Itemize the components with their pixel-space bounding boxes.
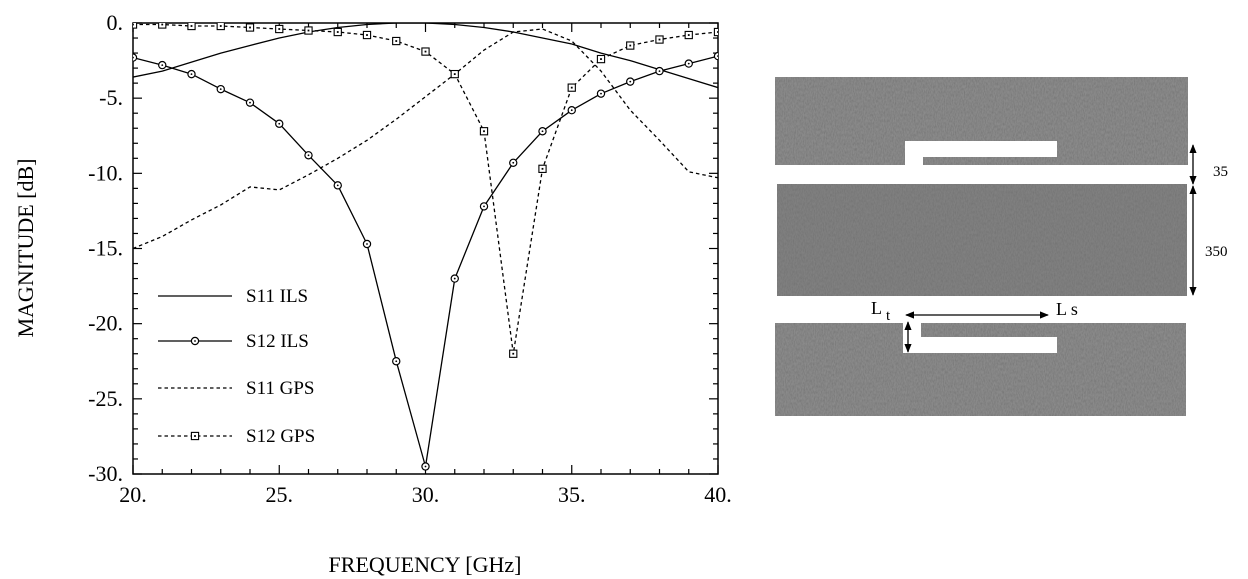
x-tick-label: 25. xyxy=(266,482,294,507)
x-tick-label: 40. xyxy=(704,482,732,507)
data-point-dot xyxy=(424,50,427,53)
data-point-dot xyxy=(629,80,632,83)
data-point-dot xyxy=(278,122,281,125)
data-point-dot xyxy=(512,161,515,164)
data-point-dot xyxy=(600,58,602,60)
data-point-dot xyxy=(687,62,690,65)
data-point-dot xyxy=(307,154,310,157)
series-line xyxy=(133,28,718,250)
data-point-dot xyxy=(307,29,310,32)
legend-label: S12 ILS xyxy=(246,331,309,352)
series-line xyxy=(133,23,718,355)
middle-strip-texture xyxy=(777,184,1187,296)
s-parameter-chart: 20. 25. 30. 35. 40. 0. -5. -10. -15. -20. -25. -30.… xyxy=(13,10,732,577)
data-point xyxy=(133,53,138,62)
data-point-dot xyxy=(219,25,222,27)
data-point-dot xyxy=(424,465,427,468)
data-point-dot xyxy=(366,34,368,36)
data-point-dot xyxy=(336,184,339,187)
data-point xyxy=(713,51,718,61)
legend-label: S11 GPS xyxy=(246,378,314,399)
legend-marker-dot xyxy=(194,340,196,342)
data-point-dot xyxy=(570,86,573,89)
width-dimension-label: 350 xyxy=(1205,244,1228,260)
y-tick-label: 0. xyxy=(107,10,124,35)
data-point-dot xyxy=(249,101,251,104)
data-point-dot xyxy=(249,26,251,29)
data-point-dot xyxy=(541,130,544,133)
y-tick-label: -20. xyxy=(88,311,123,336)
data-point-dot xyxy=(190,73,193,76)
y-tick-label: -30. xyxy=(88,461,123,486)
series-4 xyxy=(133,23,718,358)
data-point-dot xyxy=(133,56,134,59)
y-tick-label: -5. xyxy=(99,85,123,110)
data-point-dot xyxy=(600,92,602,95)
data-point-dot xyxy=(453,73,456,76)
top-conductor-texture xyxy=(775,77,1188,165)
legend-marker-dot xyxy=(194,435,196,437)
series-line xyxy=(133,55,718,468)
label-ls: L s xyxy=(1056,299,1078,319)
data-point-dot xyxy=(658,70,661,73)
x-tick-label: 35. xyxy=(558,482,586,507)
data-point xyxy=(133,23,138,29)
y-axis-label: MAGNITUDE [dB] xyxy=(13,158,38,337)
data-point-dot xyxy=(278,28,281,30)
data-point xyxy=(158,23,167,29)
data-point-dot xyxy=(161,64,164,66)
x-tick-label: 20. xyxy=(119,482,147,507)
data-point-dot xyxy=(395,40,398,42)
legend-label: S11 ILS xyxy=(246,286,308,307)
data-point-dot xyxy=(336,31,339,33)
data-point-dot xyxy=(717,55,718,57)
data-point-dot xyxy=(570,109,573,112)
axis-ticks: 20. 25. 30. 35. 40. 0. -5. -10. -15. -20. -25. -30. xyxy=(88,10,732,507)
gap-dimension-label: 35 xyxy=(1213,164,1228,180)
data-point-dot xyxy=(512,352,515,355)
data-point-dot xyxy=(161,23,164,26)
data-point-dot xyxy=(483,130,485,133)
series-line xyxy=(133,23,718,89)
bottom-conductor-texture xyxy=(775,323,1186,416)
data-point-dot xyxy=(453,277,456,280)
data-point xyxy=(713,27,718,37)
data-point-dot xyxy=(629,44,632,47)
series-2 xyxy=(133,51,718,471)
y-tick-label: -10. xyxy=(88,160,123,185)
data-point-dot xyxy=(717,31,718,33)
y-tick-label: -25. xyxy=(88,386,123,411)
data-point-dot xyxy=(395,360,398,363)
y-tick-label: -15. xyxy=(88,236,123,261)
data-point-dot xyxy=(366,243,368,245)
data-point-dot xyxy=(658,38,661,41)
data-point-dot xyxy=(541,167,544,170)
data-point-dot xyxy=(133,23,134,26)
legend: S11 ILS S12 ILS S11 GPS S12 GPS xyxy=(158,286,315,447)
legend-label: S12 GPS xyxy=(246,426,315,447)
data-point-dot xyxy=(190,25,193,27)
series-1 xyxy=(133,23,718,89)
series-3 xyxy=(133,28,718,250)
data-point-dot xyxy=(219,88,222,91)
x-tick-label: 30. xyxy=(412,482,440,507)
data-point-dot xyxy=(483,205,485,208)
data-point-dot xyxy=(687,34,690,36)
series-layer xyxy=(133,23,718,471)
x-axis-label: FREQUENCY [GHz] xyxy=(329,552,522,577)
